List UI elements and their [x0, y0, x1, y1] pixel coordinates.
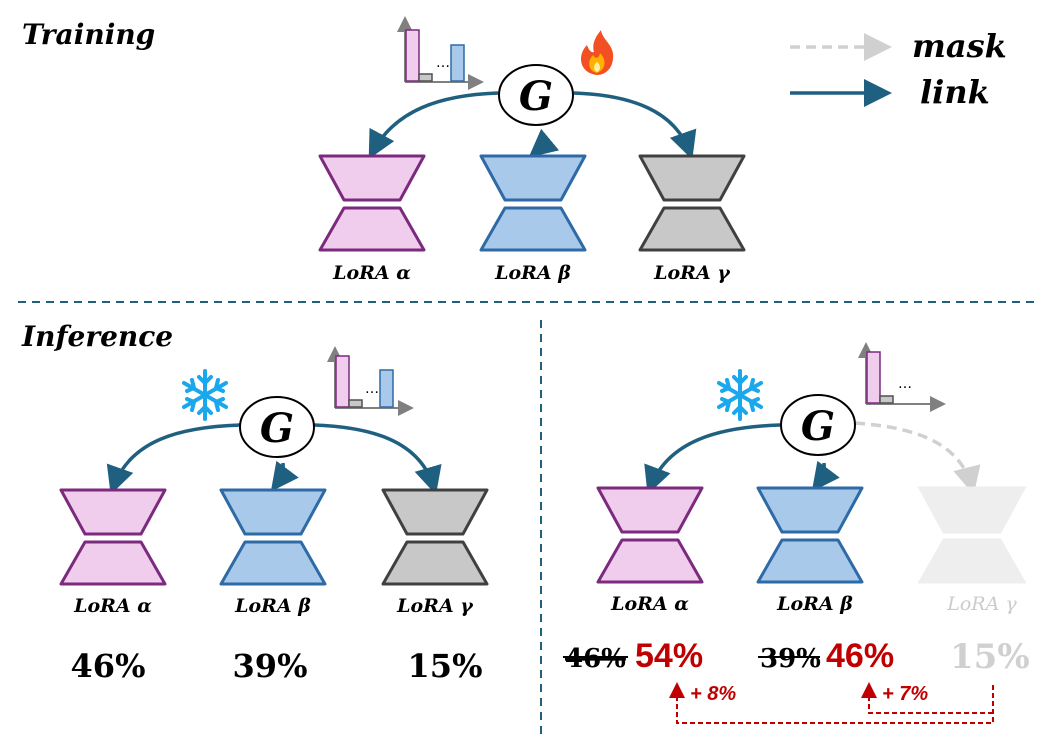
- weight-value: 39%: [233, 647, 308, 685]
- lora-label: LoRA β: [234, 595, 311, 617]
- lora-beta-module: [219, 488, 327, 586]
- masked-arrow: [854, 421, 981, 495]
- svg-text:G: G: [801, 403, 835, 450]
- svg-text:…: …: [365, 381, 379, 397]
- weight-value: 15%: [408, 647, 483, 685]
- new-weight-value: 54%: [635, 637, 703, 675]
- lora-gamma-module-masked: [918, 486, 1026, 584]
- routing-arrows: [368, 91, 697, 160]
- lora-label: LoRA β: [776, 593, 853, 615]
- delta-label: + 7%: [882, 683, 928, 705]
- lora-gamma-module: [638, 154, 746, 252]
- lora-label: LoRA α: [332, 262, 411, 284]
- lora-label: LoRA α: [73, 595, 152, 617]
- lora-beta-module: [756, 486, 864, 584]
- training-title: Training: [22, 18, 155, 51]
- snowflake-icon: [717, 369, 763, 421]
- svg-text:G: G: [260, 405, 294, 452]
- fire-icon: [581, 30, 614, 75]
- routing-arrows: [106, 423, 442, 495]
- old-weight-value: 46%: [565, 644, 626, 674]
- svg-text:mask: mask: [912, 27, 1007, 65]
- lora-gamma-module: [381, 488, 489, 586]
- lora-label: LoRA γ: [653, 262, 731, 284]
- svg-text:…: …: [898, 376, 912, 392]
- lora-alpha-module: [59, 488, 167, 586]
- svg-text:…: …: [436, 55, 450, 71]
- lora-alpha-module: [596, 486, 704, 584]
- svg-text:link: link: [920, 73, 990, 111]
- delta-label: + 8%: [690, 683, 736, 705]
- gate-node: G: [780, 394, 856, 456]
- lora-label: LoRA α: [610, 593, 689, 615]
- lora-label: LoRA β: [494, 262, 571, 284]
- distribution-chart-icon: …: [327, 346, 414, 416]
- inference-title: Inference: [21, 320, 173, 353]
- distribution-chart-icon: …: [397, 16, 484, 90]
- weight-value: 46%: [71, 647, 146, 685]
- lora-beta-module: [479, 154, 587, 252]
- legend: mask link: [790, 27, 1007, 111]
- lora-alpha-module: [318, 154, 426, 252]
- snowflake-icon: [182, 369, 228, 421]
- gate-node: G: [239, 396, 315, 458]
- routing-arrows: [644, 421, 981, 495]
- masked-weight-value: 15%: [950, 637, 1030, 677]
- lora-label-masked: LoRA γ: [946, 593, 1017, 615]
- lora-label: LoRA γ: [396, 595, 474, 617]
- redistribution-arrows: [669, 682, 994, 724]
- distribution-chart-icon: …: [858, 342, 946, 412]
- gate-node: G: [498, 64, 574, 126]
- svg-text:G: G: [519, 73, 553, 120]
- old-weight-value: 39%: [760, 644, 821, 674]
- new-weight-value: 46%: [826, 637, 894, 675]
